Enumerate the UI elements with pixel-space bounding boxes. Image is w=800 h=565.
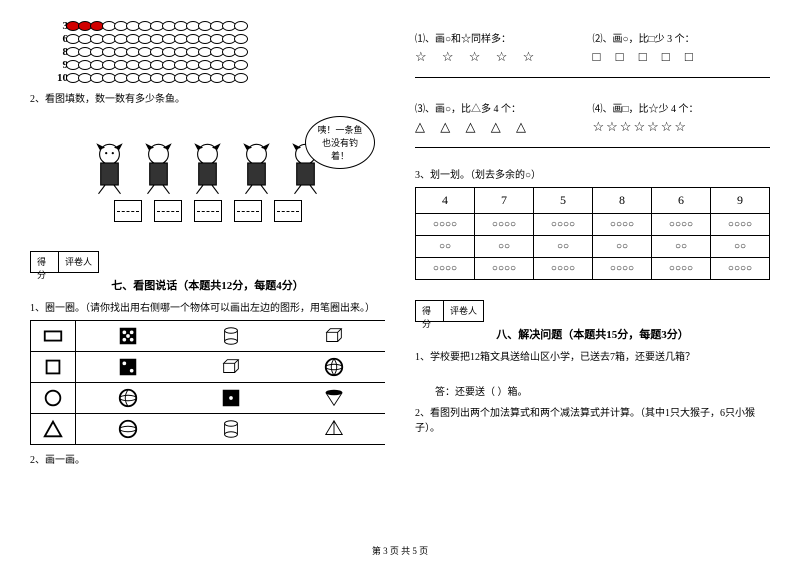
cross-out-table: 475869 ○○○○○○○○○○○○○○○○○○○○○○○○○○○○○○○○○… [415,187,770,280]
draw-q3: ⑶、画○，比△多 4 个： [415,100,593,115]
table-cell[interactable]: ○○○○ [475,258,534,280]
target-square [31,352,76,383]
table-cell[interactable]: ○○ [711,236,770,258]
target-circle [31,383,76,414]
table-cell[interactable]: ○○○○ [652,258,711,280]
table-cell[interactable]: ○○ [593,236,652,258]
bead-icon [234,60,248,70]
answer-line[interactable] [593,77,771,78]
section-8-title: 八、解决问题（本题共15分，每题3分） [415,326,770,342]
table-cell[interactable]: ○○○○ [593,258,652,280]
left-column: 368910 2、看图填数，数一数有多少条鱼。 咦！一条鱼也没有钓着！ 得分 评… [30,20,385,500]
grader-label: 评卷人 [443,300,484,322]
table-header: 4 [416,188,475,214]
draw-q3-symbols: △ △ △ △ △ [415,119,593,135]
right-column: ⑴、画○和☆同样多： ☆ ☆ ☆ ☆ ☆ ⑵、画○，比□少 3 个： □ □ □… [415,20,770,500]
table-cell[interactable]: ○○○○ [534,214,593,236]
answer-box[interactable] [194,200,222,222]
draw-q1: ⑴、画○和☆同样多： [415,30,593,45]
option-dice[interactable] [76,352,181,383]
table-cell[interactable]: ○○○○ [652,214,711,236]
table-cell[interactable]: ○○ [416,236,475,258]
score-box: 得分 评卷人 [30,251,385,273]
s8-q1: 1、学校要把12箱文具送给山区小学，已送去7箱，还要送几箱？ [415,348,770,363]
answer-line[interactable] [415,147,593,148]
cat-icon [136,141,181,196]
option-sphere[interactable] [283,352,385,383]
draw-q2: ⑵、画○，比□少 3 个： [593,30,771,45]
table-cell[interactable]: ○○○○ [475,214,534,236]
shape-matching-table [30,320,385,445]
option-sphere[interactable] [76,414,181,445]
cartoon-illustration: 咦！一条鱼也没有钓着！ [30,111,385,241]
answer-line[interactable] [415,77,593,78]
table-header: 8 [593,188,652,214]
section-7-title: 七、看图说话（本题共12分，每题4分） [30,277,385,293]
bead-icon [234,47,248,57]
answer-line[interactable] [593,147,771,148]
table-header: 7 [475,188,534,214]
q2-left-text: 2、看图填数，数一数有多少条鱼。 [30,90,385,105]
option-sphere[interactable] [76,383,181,414]
target-rectangle [31,321,76,352]
answer-box[interactable] [234,200,262,222]
speech-bubble: 咦！一条鱼也没有钓着！ [305,116,375,169]
cat-icon [87,141,132,196]
option-dice[interactable] [180,383,282,414]
cat-icon [185,141,230,196]
grader-label: 评卷人 [58,251,99,273]
s8-q2: 2、看图列出两个加法算式和两个减法算式并计算。（其中1只大猴子，6只小猴子）。 [415,404,770,434]
table-cell[interactable]: ○○○○ [416,258,475,280]
option-cylinder[interactable] [180,414,282,445]
q3-right-text: 3、划一划。（划去多余的○） [415,166,770,181]
table-cell[interactable]: ○○○○ [711,214,770,236]
s8-ans1: 答：还要送（ ）箱。 [415,383,770,398]
cat-icon [234,141,279,196]
s7-q1: 1、圈一圈。（请你找出用右侧哪一个物体可以画出左边的图形，用笔圈出来。） [30,299,385,314]
answer-box[interactable] [114,200,142,222]
option-cone[interactable] [283,383,385,414]
target-triangle [31,414,76,445]
draw-q4-symbols: ☆☆☆☆☆☆☆ [593,119,771,135]
table-cell[interactable]: ○○ [652,236,711,258]
table-cell[interactable]: ○○○○ [711,258,770,280]
s7-q2: 2、画一画。 [30,451,385,466]
table-header: 9 [711,188,770,214]
draw-q4: ⑷、画□，比☆少 4 个： [593,100,771,115]
bead-icon [234,34,248,44]
table-header: 6 [652,188,711,214]
table-cell[interactable]: ○○ [475,236,534,258]
table-cell[interactable]: ○○○○ [416,214,475,236]
page-footer: 第 3 页 共 5 页 [0,544,800,557]
score-label: 得分 [415,300,443,322]
table-cell[interactable]: ○○○○ [593,214,652,236]
score-label: 得分 [30,251,58,273]
answer-box[interactable] [154,200,182,222]
table-header: 5 [534,188,593,214]
abacus-chart: 368910 [50,20,385,84]
draw-q2-symbols: □ □ □ □ □ [593,49,771,65]
option-cylinder[interactable] [180,321,282,352]
draw-q1-symbols: ☆ ☆ ☆ ☆ ☆ [415,49,593,65]
option-pyramid[interactable] [283,414,385,445]
bead-icon [234,21,248,31]
option-cuboid[interactable] [283,321,385,352]
option-cuboid[interactable] [180,352,282,383]
bead-icon [234,73,248,83]
option-dice[interactable] [76,321,181,352]
table-cell[interactable]: ○○○○ [534,258,593,280]
score-box-2: 得分 评卷人 [415,300,770,322]
answer-box[interactable] [274,200,302,222]
table-cell[interactable]: ○○ [534,236,593,258]
